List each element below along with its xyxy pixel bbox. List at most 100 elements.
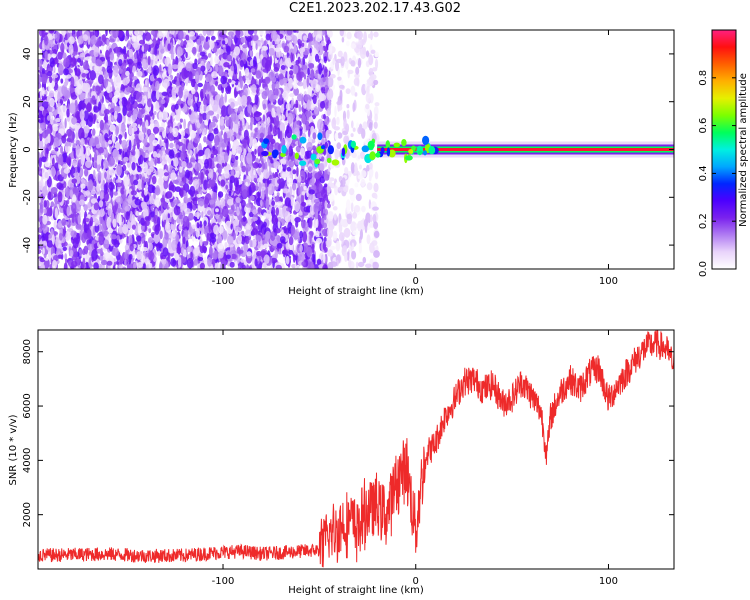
- spectrogram-blob: [302, 79, 307, 90]
- spectrogram-blob: [294, 231, 299, 238]
- spectrogram-blob: [85, 56, 92, 61]
- spectrogram-blob: [158, 30, 163, 39]
- spectrogram-blob: [133, 51, 138, 60]
- spectrogram-blob: [257, 129, 261, 141]
- spectrogram-blob: [252, 35, 259, 41]
- spectrogram-blob: [50, 201, 55, 208]
- spectrogram-blob: [170, 112, 176, 117]
- spectrogram-blob: [112, 148, 120, 160]
- spectrogram-blob: [289, 93, 295, 98]
- spectrogram-blob: [57, 51, 63, 60]
- spectrogram-blob: [202, 30, 207, 37]
- spectrogram-blob: [93, 151, 98, 164]
- spectrogram-blob: [311, 47, 316, 59]
- spectrogram-blob: [229, 261, 235, 268]
- spectrogram-blob: [64, 141, 71, 147]
- spectrogram-blob: [288, 160, 295, 168]
- spectrogram-blob: [238, 113, 243, 120]
- spectrogram-blob: [267, 103, 272, 112]
- spectrogram-blob: [38, 119, 44, 124]
- spectrogram-blob: [254, 258, 258, 267]
- spectrogram-blob: [75, 139, 81, 147]
- spectrogram-blob: [187, 93, 192, 100]
- spectrogram-blob: [62, 246, 67, 251]
- spectrogram-blob: [127, 58, 133, 65]
- spectrogram-blob: [296, 30, 299, 34]
- spectrogram-blob: [320, 100, 326, 109]
- spectrogram-blob: [138, 173, 142, 179]
- spectrogram-blob: [179, 124, 182, 129]
- spectrogram-blob: [194, 58, 198, 65]
- spectrogram-blob: [253, 169, 256, 176]
- spectrogram-blob: [248, 39, 252, 52]
- spectrogram-blob: [233, 123, 239, 133]
- spectrogram-blob: [247, 125, 251, 130]
- spectrogram-blob: [203, 136, 207, 143]
- spectrogram-blob: [169, 142, 174, 149]
- spectrogram-blob: [118, 30, 124, 38]
- spectrogram-blob: [251, 239, 257, 248]
- spectrogram-blob: [38, 248, 42, 255]
- spectrogram-blob: [197, 198, 205, 207]
- spectrogram-blob: [39, 202, 44, 214]
- spectrogram-blob: [196, 44, 199, 51]
- spectrogram-blob: [258, 78, 262, 88]
- spectrogram-blob: [214, 258, 220, 264]
- spectrogram-blob: [179, 166, 183, 173]
- spectrogram-blob: [283, 45, 290, 53]
- spectrogram-blob: [259, 54, 264, 60]
- spectrogram-blob: [199, 35, 205, 42]
- spectrogram-blob: [158, 111, 162, 118]
- spectrogram-blob: [264, 161, 268, 170]
- spectrogram-blob: [249, 211, 254, 218]
- spectrogram-blob: [282, 160, 287, 165]
- spectrogram-blob: [136, 141, 140, 150]
- spectrogram-blob: [275, 80, 280, 90]
- spectrogram-blob: [271, 79, 276, 92]
- spectrogram-blob: [224, 92, 227, 103]
- spectrogram-blob: [146, 128, 152, 136]
- spectrogram-blob: [242, 264, 246, 269]
- spectrogram-blob: [189, 31, 196, 37]
- spectrogram-blob: [319, 176, 326, 184]
- spectrogram-blob: [198, 45, 203, 53]
- spectrogram-blob: [199, 51, 206, 57]
- spectrogram-blob: [131, 156, 137, 163]
- spectrogram-blob: [248, 72, 252, 81]
- spectrogram-blob: [230, 101, 235, 109]
- spectrogram-blob: [220, 130, 223, 136]
- spectrogram-blob: [251, 228, 258, 236]
- spectrogram-blob: [133, 262, 137, 269]
- spectrogram-blob: [257, 207, 261, 215]
- spectrogram-blob: [222, 230, 228, 240]
- spectrogram-blob: [240, 95, 248, 106]
- spectrogram-blob: [137, 179, 142, 191]
- spectrogram-blob: [289, 48, 295, 55]
- spectrogram-blob: [253, 56, 257, 68]
- spectrogram-blob: [220, 94, 224, 106]
- spectrogram-blob: [97, 154, 103, 160]
- spectrogram-blob: [254, 94, 259, 105]
- spectrogram-blob: [175, 113, 181, 121]
- spectrogram-blob: [275, 207, 279, 216]
- spectrogram-blob: [87, 90, 91, 103]
- spectrogram-blob: [140, 224, 146, 232]
- spectrogram-blob: [43, 200, 47, 208]
- spectrogram-blob: [112, 247, 119, 257]
- spectrogram-blob: [214, 134, 220, 146]
- spectrogram-blob: [42, 60, 48, 69]
- spectrogram-blob: [252, 43, 256, 51]
- spectrogram-blob: [131, 161, 136, 171]
- spectrogram-blob: [134, 30, 139, 36]
- spectrogram-blob: [326, 203, 331, 209]
- spectrogram-blob: [72, 142, 76, 149]
- spectrogram-blob: [232, 144, 237, 152]
- spectrogram-blob: [301, 201, 307, 207]
- spectrogram-blob: [185, 34, 190, 41]
- spectrogram-blob: [227, 35, 232, 47]
- spectrogram-blob: [240, 77, 243, 89]
- spectrogram-blob: [191, 224, 196, 230]
- spectrogram-blob: [212, 148, 218, 156]
- spectrogram-blob: [190, 35, 196, 41]
